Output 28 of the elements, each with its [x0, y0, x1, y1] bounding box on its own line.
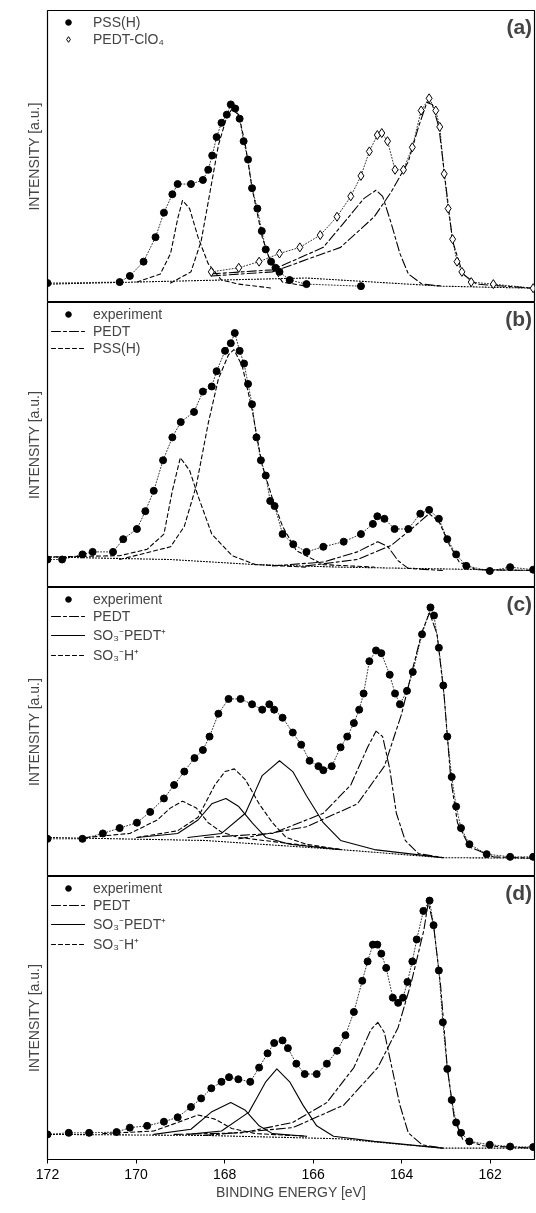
legend-label: SO₃⁻PEDT⁺: [93, 626, 167, 644]
legend-label: experiment: [93, 880, 163, 896]
legend-label: SO₃⁻H⁺: [93, 646, 140, 664]
chart-title: (a): [506, 14, 533, 38]
chart-title: (c): [506, 591, 533, 615]
y-axis-title: INTENSITY [a.u.]: [25, 678, 42, 787]
legend-label: PEDT-ClO₄: [93, 31, 165, 47]
legend-label: PEDT: [93, 608, 131, 624]
x-tick-label: 164: [390, 1165, 414, 1182]
legend-label: experiment: [93, 306, 163, 322]
legend-label: PSS(H): [93, 340, 141, 356]
x-tick-label: 166: [301, 1165, 326, 1182]
legend-label: experiment: [93, 591, 163, 607]
chart-title: (d): [505, 880, 533, 904]
legend-label: PEDT: [93, 323, 131, 339]
legend-label: SO₃⁻PEDT⁺: [93, 915, 167, 933]
chart-title: (b): [505, 306, 533, 330]
x-tick-label: 162: [478, 1165, 503, 1182]
legend-label: PEDT: [93, 897, 131, 913]
x-tick-label: 168: [212, 1165, 237, 1182]
legend-label: SO₃⁻H⁺: [93, 935, 140, 953]
y-axis-title: INTENSITY [a.u.]: [25, 964, 42, 1073]
x-tick-label: 172: [35, 1165, 60, 1182]
x-tick-label: 170: [124, 1165, 148, 1182]
legend-label: PSS(H): [93, 14, 141, 30]
y-axis-title: INTENSITY [a.u.]: [25, 102, 42, 211]
y-axis-title: INTENSITY [a.u.]: [25, 391, 42, 500]
x-axis-title: BINDING ENERGY [eV]: [215, 1183, 366, 1200]
